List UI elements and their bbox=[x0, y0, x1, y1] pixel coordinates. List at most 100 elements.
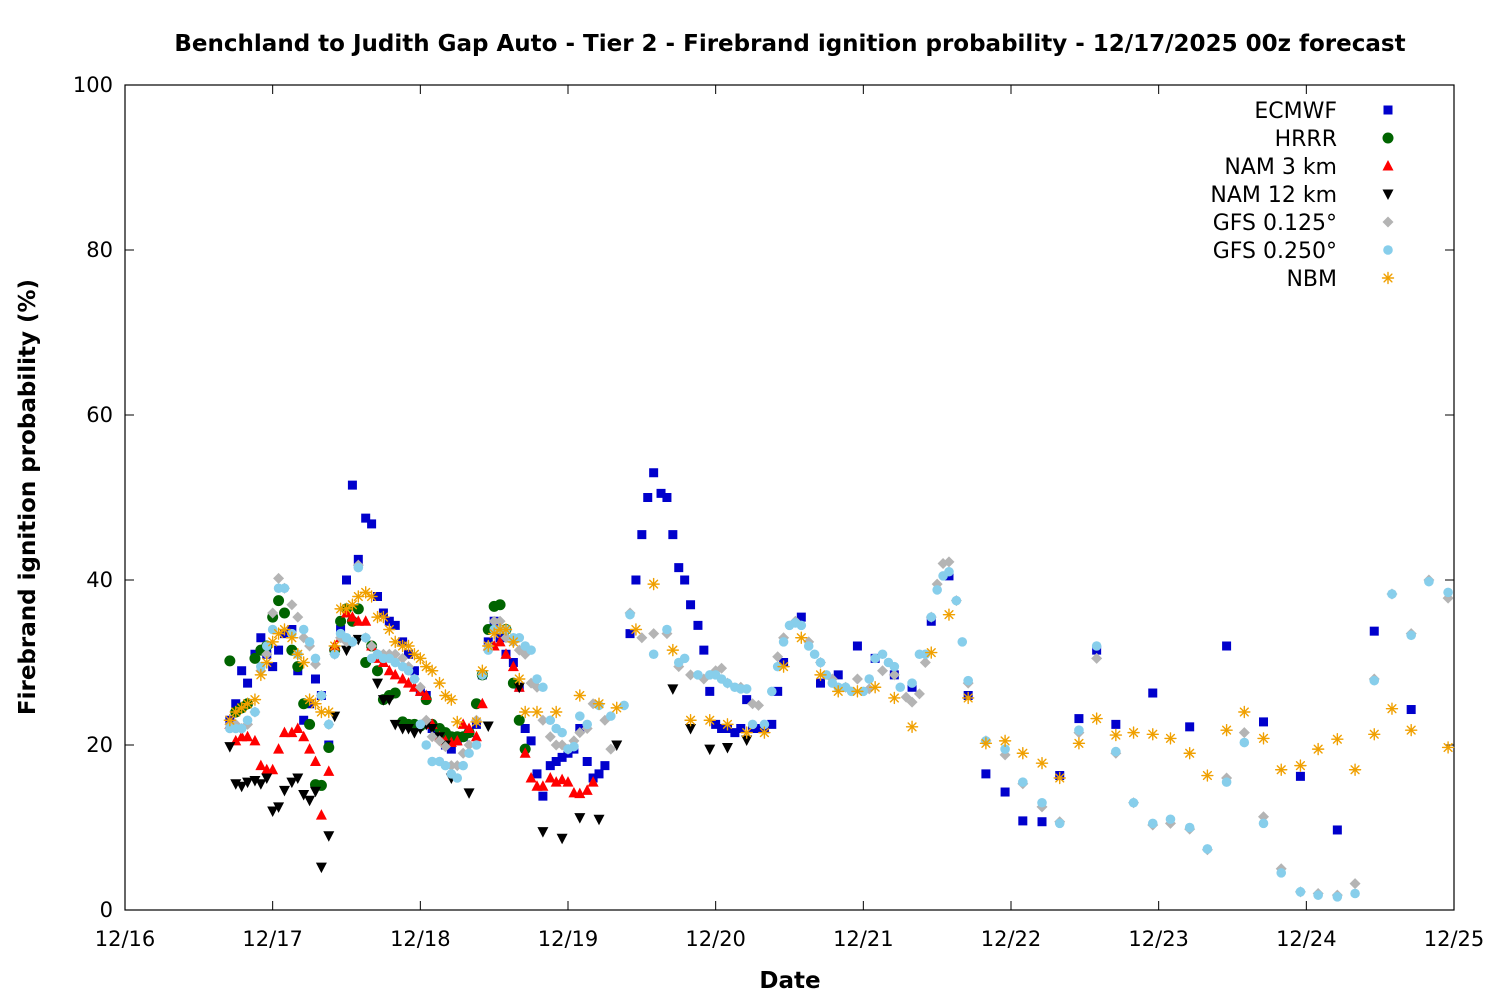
data-point bbox=[767, 719, 777, 729]
data-point bbox=[323, 765, 335, 776]
data-point bbox=[457, 718, 469, 729]
data-point bbox=[575, 711, 585, 721]
data-point bbox=[261, 641, 272, 651]
data-point bbox=[662, 493, 672, 502]
legend-label: GFS 0.250° bbox=[1213, 239, 1337, 264]
data-point bbox=[629, 623, 643, 636]
data-point bbox=[796, 612, 806, 622]
y-tick-label: 20 bbox=[86, 733, 113, 757]
data-point bbox=[390, 620, 400, 630]
data-point bbox=[605, 743, 617, 755]
data-point bbox=[322, 705, 335, 719]
data-point bbox=[342, 575, 351, 585]
data-point bbox=[525, 772, 537, 783]
data-point bbox=[1275, 763, 1288, 776]
data-point bbox=[274, 645, 284, 655]
data-point bbox=[538, 791, 548, 801]
data-point bbox=[267, 806, 279, 817]
data-point bbox=[403, 665, 414, 676]
data-point bbox=[470, 715, 483, 729]
data-point bbox=[1258, 818, 1269, 829]
data-point bbox=[1350, 888, 1360, 899]
chart-title: Benchland to Judith Gap Auto - Tier 2 - … bbox=[174, 31, 1405, 57]
data-point bbox=[574, 727, 586, 739]
data-point bbox=[814, 668, 827, 682]
data-point bbox=[679, 653, 690, 664]
legend-marker bbox=[1382, 216, 1394, 228]
data-point bbox=[549, 705, 563, 719]
data-point bbox=[513, 714, 525, 726]
data-point bbox=[451, 715, 464, 729]
data-point bbox=[1074, 714, 1084, 724]
series-ecmwf bbox=[225, 468, 1416, 835]
data-point bbox=[562, 776, 574, 787]
data-point bbox=[250, 707, 260, 717]
data-point bbox=[582, 719, 592, 730]
data-point bbox=[545, 715, 556, 726]
data-point bbox=[236, 781, 248, 793]
axes: 0 20 40 60 80 100 12/16 12/17 12/18 12/19 12/20 12/… bbox=[73, 73, 1484, 951]
data-point bbox=[741, 735, 753, 747]
data-point bbox=[637, 530, 647, 540]
data-point bbox=[242, 777, 254, 789]
data-point bbox=[361, 513, 371, 523]
data-point bbox=[426, 731, 438, 743]
data-point bbox=[557, 752, 567, 762]
data-point bbox=[261, 648, 273, 660]
data-point bbox=[773, 686, 783, 696]
data-point bbox=[352, 615, 364, 626]
data-point bbox=[1111, 746, 1121, 757]
data-point bbox=[1276, 868, 1287, 878]
data-point bbox=[1000, 744, 1010, 754]
data-point bbox=[304, 718, 316, 730]
data-point bbox=[377, 610, 390, 624]
data-point bbox=[273, 743, 285, 754]
data-point bbox=[926, 612, 937, 622]
data-point bbox=[592, 697, 606, 710]
data-point bbox=[1018, 777, 1028, 787]
data-point bbox=[864, 674, 875, 684]
legend-label: GFS 0.125° bbox=[1213, 211, 1337, 236]
data-point bbox=[390, 657, 401, 668]
data-point bbox=[907, 678, 917, 688]
data-point bbox=[500, 632, 512, 644]
data-point bbox=[328, 639, 341, 653]
data-point bbox=[310, 653, 321, 664]
data-point bbox=[482, 721, 494, 733]
data-point bbox=[476, 664, 489, 677]
data-point bbox=[231, 699, 241, 709]
data-point bbox=[1091, 641, 1102, 651]
data-point bbox=[981, 769, 991, 779]
data-point bbox=[403, 677, 415, 688]
data-point bbox=[347, 637, 358, 647]
data-point bbox=[267, 624, 278, 635]
data-point bbox=[625, 609, 635, 620]
data-point bbox=[758, 726, 771, 739]
x-tick-label: 12/22 bbox=[981, 927, 1042, 951]
data-point bbox=[643, 493, 653, 502]
data-point bbox=[237, 666, 247, 676]
data-point bbox=[647, 577, 660, 591]
data-point bbox=[693, 670, 703, 680]
data-point bbox=[1369, 675, 1380, 686]
data-point bbox=[1387, 589, 1397, 599]
data-point bbox=[662, 624, 672, 635]
data-point bbox=[1348, 763, 1362, 776]
data-point bbox=[383, 695, 395, 706]
data-point bbox=[360, 632, 371, 643]
data-point bbox=[666, 643, 680, 657]
data-point bbox=[1201, 769, 1214, 782]
data-point bbox=[868, 681, 882, 694]
data-point bbox=[537, 780, 549, 791]
data-point bbox=[684, 714, 697, 727]
data-point bbox=[1035, 756, 1049, 770]
legend-marker bbox=[1382, 132, 1394, 144]
data-point bbox=[309, 786, 321, 798]
data-point bbox=[224, 655, 236, 667]
data-point bbox=[409, 666, 419, 676]
data-point bbox=[581, 784, 593, 795]
data-point bbox=[636, 632, 648, 644]
data-point bbox=[544, 731, 556, 743]
data-point bbox=[223, 714, 237, 727]
y-tick-label: 40 bbox=[86, 568, 113, 592]
